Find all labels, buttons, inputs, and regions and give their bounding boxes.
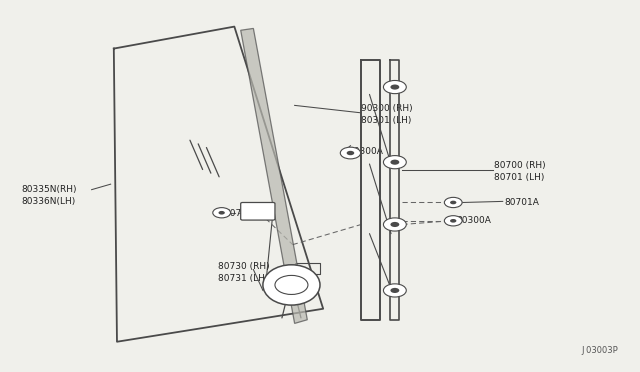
Circle shape	[390, 222, 399, 227]
Ellipse shape	[263, 265, 320, 305]
Circle shape	[383, 284, 406, 297]
Text: 80300A: 80300A	[349, 147, 383, 156]
Text: 80701A: 80701A	[504, 198, 539, 207]
Circle shape	[390, 288, 399, 293]
Circle shape	[450, 201, 456, 204]
Text: 80700 (RH)
80701 (LH): 80700 (RH) 80701 (LH)	[495, 161, 546, 182]
Text: 80335N(RH)
80336N(LH): 80335N(RH) 80336N(LH)	[22, 185, 77, 206]
Circle shape	[383, 155, 406, 169]
FancyBboxPatch shape	[241, 202, 275, 220]
Circle shape	[450, 219, 456, 223]
Text: 80701A: 80701A	[225, 209, 260, 218]
Circle shape	[347, 151, 355, 155]
Circle shape	[218, 211, 225, 215]
Circle shape	[340, 147, 360, 159]
Circle shape	[383, 80, 406, 94]
Text: 80300A: 80300A	[456, 216, 492, 225]
Circle shape	[444, 216, 462, 226]
Circle shape	[383, 218, 406, 231]
Text: 90300 (RH)
80301 (LH): 90300 (RH) 80301 (LH)	[361, 104, 413, 125]
Circle shape	[212, 208, 230, 218]
Circle shape	[444, 198, 462, 208]
Circle shape	[390, 84, 399, 90]
Polygon shape	[241, 28, 307, 323]
Text: J 03003P: J 03003P	[581, 346, 618, 355]
Text: 80730 (RH)
80731 (LH): 80730 (RH) 80731 (LH)	[218, 262, 270, 282]
Circle shape	[390, 160, 399, 165]
Circle shape	[275, 275, 308, 295]
